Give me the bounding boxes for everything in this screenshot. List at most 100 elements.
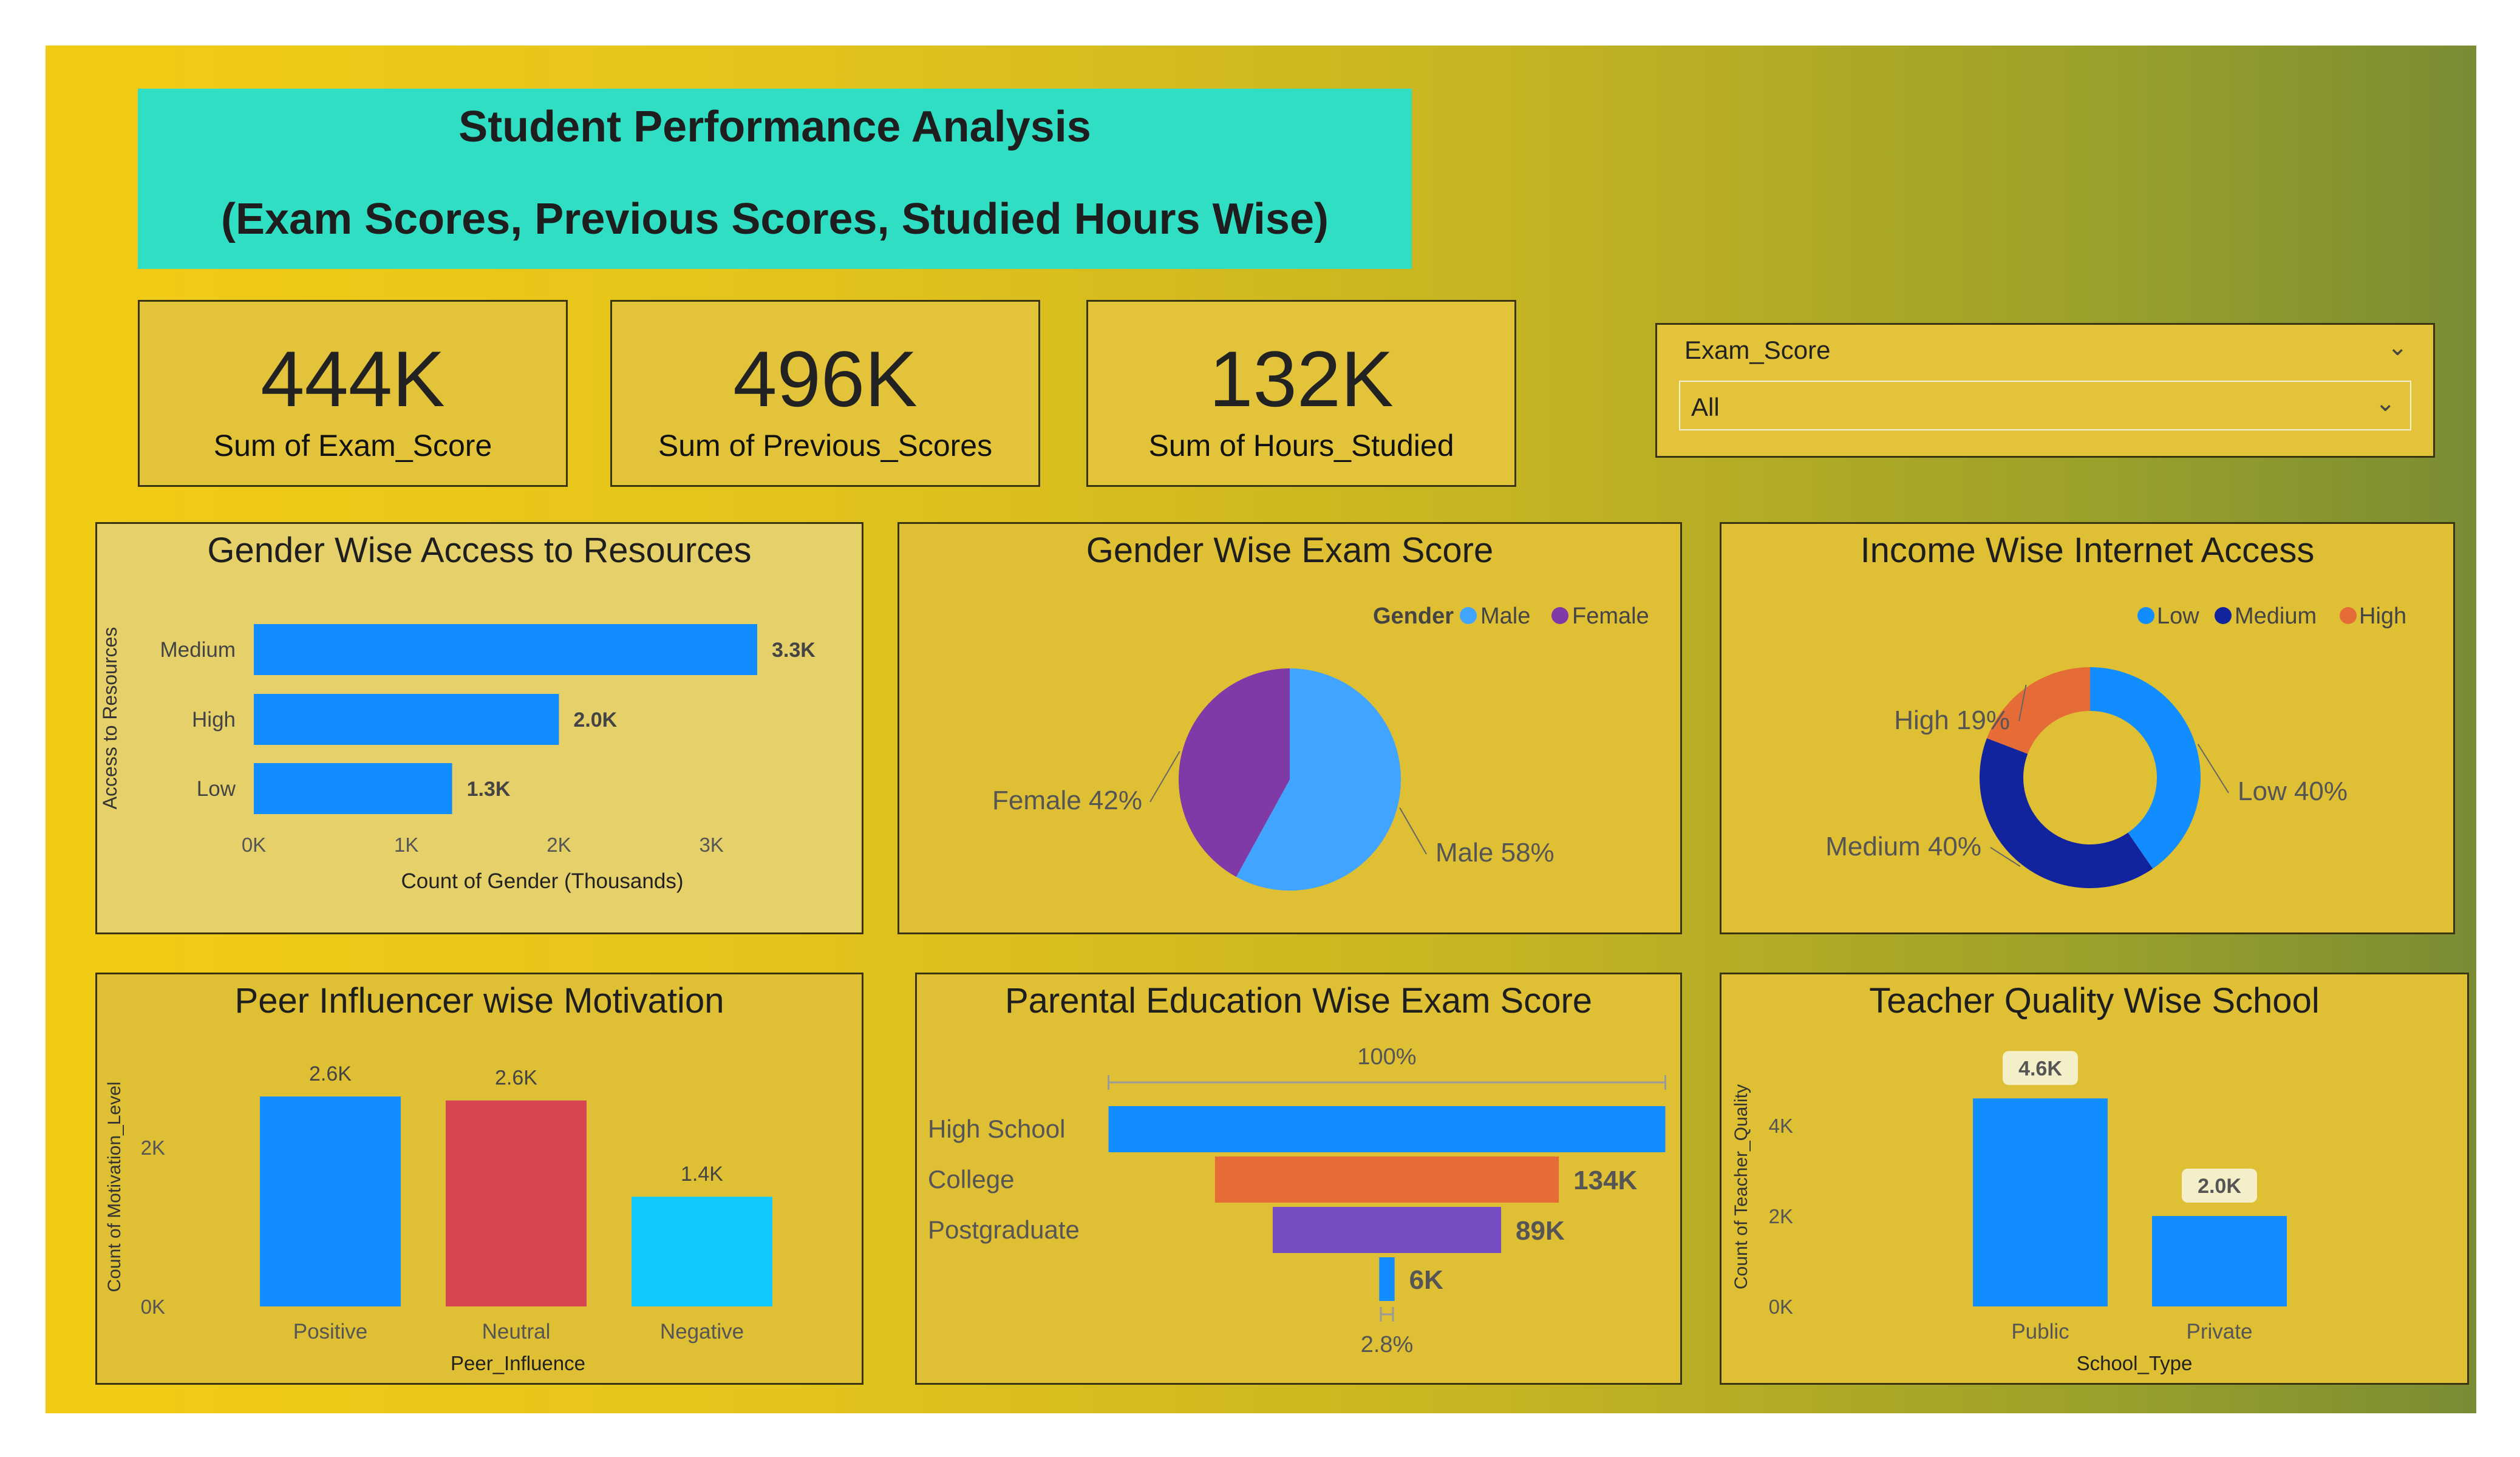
leader-line [1990, 847, 2021, 868]
data-label: 1.4K [681, 1163, 723, 1186]
y-axis-label: Count of Teacher_Quality [1731, 1084, 1751, 1289]
legend-item: Medium [2235, 603, 2317, 629]
category-label: Medium [160, 638, 236, 662]
data-label: 2.6K [309, 1062, 352, 1085]
donut-slice [1980, 738, 2153, 888]
bottom-label: 2.8% [1361, 1332, 1414, 1357]
x-axis-label: Peer_Influence [451, 1352, 585, 1374]
chart-panel-teacher-quality[interactable]: Teacher Quality Wise School Count of Tea… [1720, 973, 2469, 1385]
data-label: 2.6K [495, 1067, 537, 1090]
data-label: 134K [1573, 1166, 1637, 1195]
pie-slice [1236, 668, 1401, 891]
legend-item: High [2359, 603, 2406, 629]
kpi-label: Sum of Exam_Score [213, 429, 492, 463]
category-label: High School [928, 1115, 1065, 1143]
bar [254, 763, 452, 814]
chart-title: Teacher Quality Wise School [1869, 981, 2320, 1021]
legend-item: Low [2157, 603, 2199, 629]
funnel-bar [1214, 1156, 1559, 1203]
data-label: 4.6K [2018, 1057, 2062, 1080]
slicer-dropdown[interactable]: All ⌄ [1679, 381, 2411, 430]
x-tick-label: 0K [242, 834, 266, 856]
chart-title: Peer Influencer wise Motivation [234, 981, 724, 1021]
slicer-selected-value: All [1691, 393, 1720, 421]
y-tick-label: 4K [1769, 1115, 1793, 1137]
bar [446, 1100, 587, 1306]
kpi-value: 132K [1209, 335, 1394, 423]
kpi-card-hours-studied[interactable]: 132K Sum of Hours_Studied [1086, 300, 1516, 487]
bar [2152, 1216, 2287, 1306]
slice-label: Male 58% [1435, 838, 1555, 868]
x-axis-label: Count of Gender (Thousands) [401, 869, 684, 893]
category-label: High [192, 708, 236, 732]
dashboard-canvas: Student Performance Analysis (Exam Score… [46, 46, 2476, 1413]
y-axis-label: Access to Resources [99, 627, 121, 810]
y-axis-label: Count of Motivation_Level [104, 1082, 124, 1292]
x-axis-label: School_Type [2077, 1352, 2193, 1374]
data-label-box [2003, 1051, 2078, 1085]
kpi-card-exam-score[interactable]: 444K Sum of Exam_Score [138, 300, 568, 487]
legend-marker-male [1460, 607, 1477, 624]
leader-line [2018, 684, 2027, 722]
data-label: 3.3K [772, 639, 816, 662]
slicer-field-label: Exam_Score [1684, 336, 1831, 364]
leader-line [1399, 807, 1427, 855]
donut-slice [2090, 667, 2201, 869]
category-label: Postgraduate [928, 1215, 1080, 1244]
bar [1973, 1098, 2108, 1306]
chevron-down-icon[interactable]: ⌄ [2387, 334, 2408, 361]
legend-item: Male [1480, 603, 1530, 629]
kpi-value: 496K [733, 335, 918, 423]
funnel-bar [1108, 1106, 1666, 1152]
chevron-down-icon[interactable]: ⌄ [2375, 390, 2396, 416]
chart-panel-peer-motivation[interactable]: Peer Influencer wise Motivation Count of… [95, 973, 863, 1385]
data-label: 6K [1409, 1265, 1443, 1295]
kpi-label: Sum of Previous_Scores [658, 429, 993, 463]
y-tick-label: 2K [1769, 1205, 1793, 1228]
legend-marker-female [1551, 607, 1568, 624]
bar [254, 694, 559, 745]
x-tick-label: 3K [699, 834, 723, 856]
legend-marker [2215, 607, 2232, 624]
chart-title: Gender Wise Access to Resources [207, 531, 752, 570]
chart-panel-access-resources[interactable]: Gender Wise Access to Resources Access t… [95, 522, 863, 934]
chart-panel-parental-education[interactable]: Parental Education Wise Exam Score 100% H… [915, 973, 1682, 1385]
top-label: 100% [1357, 1044, 1416, 1070]
category-label: Public [2011, 1320, 2069, 1343]
kpi-value: 444K [261, 335, 445, 423]
kpi-label: Sum of Hours_Studied [1148, 429, 1454, 463]
leader-line [1149, 750, 1180, 803]
chart-panel-gender-exam[interactable]: Gender Wise Exam Score Gender Male Female M… [897, 522, 1682, 934]
exam-score-slicer[interactable]: Exam_Score ⌄ All ⌄ [1655, 323, 2435, 458]
category-label: College [928, 1165, 1014, 1194]
bracket [1380, 1307, 1394, 1322]
category-label: Negative [660, 1320, 744, 1343]
chart-title: Parental Education Wise Exam Score [1004, 981, 1593, 1021]
data-label: 89K [1516, 1216, 1565, 1246]
slice-label: High 19% [1894, 705, 2010, 735]
slice-label: Female 42% [992, 786, 1142, 815]
legend-marker [2137, 607, 2154, 624]
x-tick-label: 1K [394, 834, 418, 856]
funnel-bar [1272, 1207, 1502, 1253]
category-label: Neutral [482, 1320, 551, 1343]
dashboard-subtitle: (Exam Scores, Previous Scores, Studied H… [221, 195, 1329, 243]
pie-slice [1179, 668, 1290, 877]
x-tick-label: 2K [547, 834, 571, 856]
slice-label: Low 40% [2238, 776, 2348, 806]
y-tick-label: 0K [141, 1296, 165, 1318]
y-tick-label: 2K [141, 1136, 165, 1159]
donut-slice [1986, 667, 2090, 754]
category-label: Private [2187, 1320, 2253, 1343]
bar [260, 1096, 401, 1306]
slice-label: Medium 40% [1825, 832, 1981, 861]
chart-title: Gender Wise Exam Score [1086, 531, 1494, 570]
chart-panel-income-internet[interactable]: Income Wise Internet Access Low Medium Hig… [1720, 522, 2455, 934]
data-label-box [2182, 1169, 2257, 1203]
leader-line [2197, 744, 2229, 793]
dashboard-title: Student Performance Analysis [458, 103, 1091, 151]
data-label: 2.0K [573, 708, 617, 732]
funnel-bar [1379, 1257, 1395, 1301]
y-tick-label: 0K [1769, 1296, 1793, 1318]
kpi-card-previous-scores[interactable]: 496K Sum of Previous_Scores [610, 300, 1040, 487]
